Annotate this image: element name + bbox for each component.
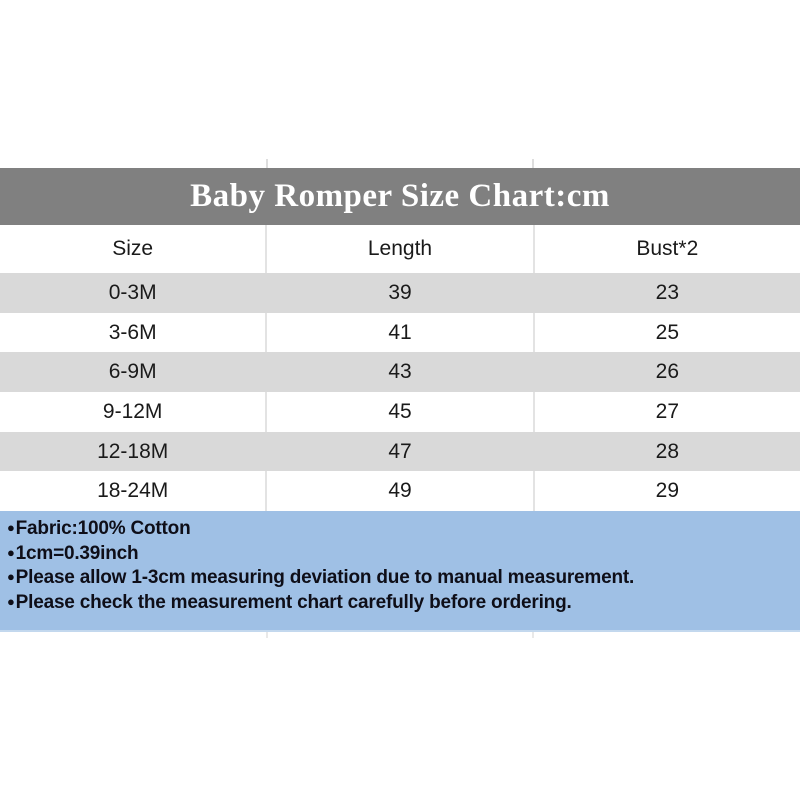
note-text: Fabric:100% Cotton [15,518,191,539]
bust-cell: 26 [655,360,679,384]
length-cell: 43 [388,360,412,384]
size-cell: 3-6M [108,320,157,344]
bullet-icon: ● [7,593,15,609]
bust-cell: 28 [655,439,679,463]
table-row: 6-9M 43 26 [0,352,800,393]
column-header-size: Size [112,237,154,260]
table-row: 0-3M 39 23 [0,273,800,313]
table-row: 12-18M 47 28 [0,431,800,472]
table-body: 0-3M 39 23 3-6M 41 25 6-9M 43 26 9-12M 4… [0,273,800,512]
note-line: ●1cm=0.39inch [7,541,792,566]
column-divider-tick [266,632,268,638]
bust-cell: 25 [532,312,800,353]
table-row: 3-6M 41 25 [0,312,800,353]
column-header-length: Length [265,225,532,273]
size-cell: 9-12M [102,399,163,423]
table-row: 18-24M 49 29 [0,471,800,512]
bullet-icon: ● [7,520,15,535]
size-cell: 6-9M [108,360,157,384]
bust-cell: 23 [655,280,679,304]
length-cell: 49 [265,471,532,512]
chart-title: Baby Romper Size Chart:cm [190,178,610,214]
chart-title-band: Baby Romper Size Chart:cm [0,168,800,225]
note-text: Please check the measurement chart caref… [15,591,572,613]
bullet-icon: ● [7,544,15,560]
bust-cell: 29 [532,471,800,512]
bust-cell: 27 [532,392,800,432]
table-row: 9-12M 45 27 [0,392,800,432]
table-header-row: Size Length Bust*2 [0,225,800,273]
column-header-bust: Bust*2 [532,225,800,273]
size-cell: 12-18M [97,439,169,463]
length-cell: 39 [388,280,412,304]
note-line: ●Please allow 1-3cm measuring deviation … [7,565,792,590]
length-cell: 41 [265,312,532,353]
length-cell: 45 [265,392,532,432]
bullet-icon: ● [7,569,15,585]
note-text: 1cm=0.39inch [15,542,139,564]
note-line: ●Please check the measurement chart care… [7,590,792,615]
size-cell: 18-24M [97,479,169,503]
size-cell: 0-3M [108,280,157,304]
note-line: ●Fabric:100% Cotton [7,516,792,541]
column-divider-tick [532,632,534,638]
notes-panel: ●Fabric:100% Cotton ●1cm=0.39inch ●Pleas… [0,511,800,632]
note-text: Please allow 1-3cm measuring deviation d… [15,567,635,589]
column-divider-tick [266,159,268,168]
column-divider-tick [532,159,534,168]
length-cell: 47 [388,439,412,463]
